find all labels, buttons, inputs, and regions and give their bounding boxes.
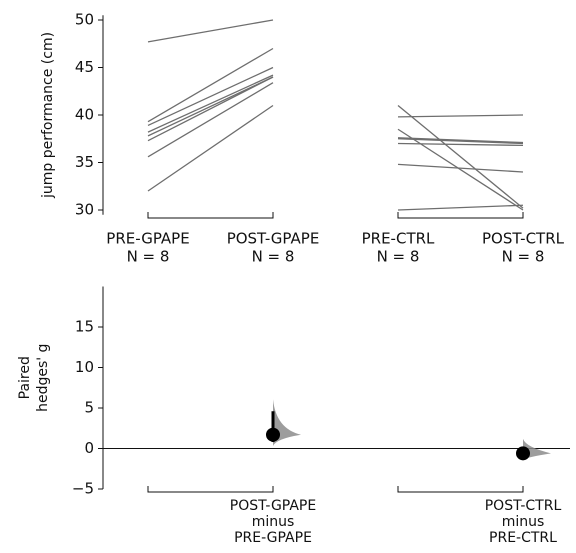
paired-line: [147, 47, 274, 123]
paired-line: [147, 76, 274, 137]
y-tick-label: 30: [75, 201, 94, 219]
sample-size: N = 8: [127, 248, 170, 266]
y-tick-label: 0: [84, 439, 94, 457]
y-tick-label: 10: [75, 358, 94, 376]
paired-line: [397, 114, 524, 118]
x-tick-label: minus: [252, 514, 295, 530]
paired-line: [397, 204, 524, 211]
y-tick-label: 50: [75, 11, 94, 29]
paired-line: [397, 128, 524, 211]
paired-line: [147, 76, 274, 142]
bootstrap-distribution: [273, 399, 301, 447]
sample-size: N = 8: [502, 248, 545, 266]
y-tick-label: −5: [72, 480, 94, 498]
x-tick-label: POST-CTRL: [485, 498, 562, 514]
paired-line: [147, 74, 274, 133]
x-tick-label: PRE-CTRL: [362, 230, 435, 248]
paired-line: [147, 104, 274, 192]
paired-line: [147, 66, 274, 127]
x-tick-label: PRE-GPAPE: [234, 530, 312, 546]
paired-line: [397, 137, 524, 144]
y-tick-label: 15: [75, 318, 94, 336]
y-axis-label: Paired: [17, 356, 33, 399]
bootstrap-distribution: [523, 438, 551, 460]
paired-line: [397, 163, 524, 173]
y-tick-label: 45: [75, 58, 94, 76]
y-tick-label: 40: [75, 106, 94, 124]
x-tick-label: POST-GPAPE: [227, 230, 320, 248]
effect-size-point: [266, 427, 280, 442]
sample-size: N = 8: [252, 248, 295, 266]
effect-size-point: [516, 446, 530, 461]
y-axis-label: jump performance (cm): [40, 32, 56, 199]
paired-line: [397, 104, 524, 209]
paired-line: [397, 138, 524, 145]
x-tick-label: POST-CTRL: [482, 230, 565, 248]
y-axis-label: hedges' g: [35, 344, 51, 412]
group-bracket: [397, 212, 524, 219]
group-bracket: [147, 212, 274, 219]
x-tick-label: minus: [502, 514, 545, 530]
x-tick-label: POST-GPAPE: [230, 498, 316, 514]
y-tick-label: 35: [75, 153, 94, 171]
y-tick-label: 5: [84, 399, 94, 417]
group-bracket: [147, 486, 274, 493]
paired-line: [397, 142, 524, 147]
x-tick-label: PRE-GPAPE: [106, 230, 189, 248]
x-tick-label: PRE-CTRL: [489, 530, 557, 546]
paired-line: [147, 82, 274, 158]
sample-size: N = 8: [377, 248, 420, 266]
group-bracket: [397, 486, 524, 493]
paired-line: [147, 19, 274, 43]
